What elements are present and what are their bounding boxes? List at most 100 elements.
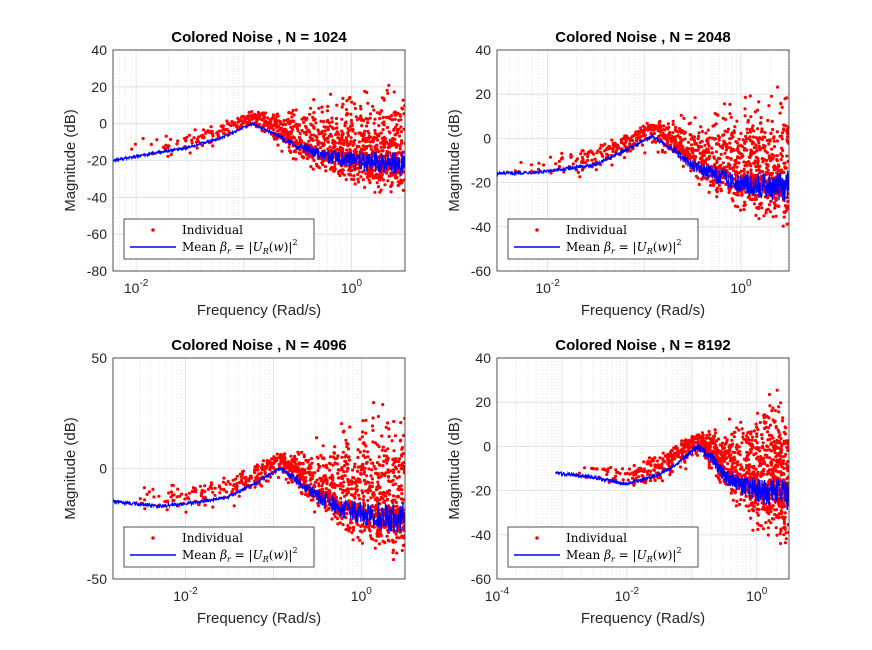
individual-point xyxy=(331,475,335,479)
individual-point xyxy=(192,136,196,140)
individual-point xyxy=(694,174,699,178)
individual-point xyxy=(256,468,260,472)
individual-point xyxy=(749,171,753,175)
individual-point xyxy=(377,175,381,179)
individual-point xyxy=(712,123,717,127)
individual-point xyxy=(627,467,632,471)
individual-point xyxy=(679,142,683,146)
individual-point xyxy=(379,109,383,113)
individual-point xyxy=(355,484,359,488)
legend-marker-individual xyxy=(151,228,155,232)
individual-point xyxy=(721,133,725,137)
individual-point xyxy=(685,150,689,154)
individual-point xyxy=(342,142,346,147)
individual-point xyxy=(379,534,383,538)
individual-point xyxy=(402,127,405,131)
individual-point xyxy=(353,106,357,111)
individual-point xyxy=(346,467,350,471)
individual-point xyxy=(388,145,392,149)
individual-point xyxy=(375,499,379,503)
individual-point xyxy=(680,452,685,456)
individual-point xyxy=(392,143,396,147)
individual-point xyxy=(361,134,365,138)
individual-point xyxy=(717,135,722,139)
individual-point xyxy=(394,508,398,512)
individual-point xyxy=(317,165,321,169)
individual-point xyxy=(273,117,278,121)
individual-point xyxy=(575,157,580,161)
individual-point xyxy=(362,449,366,453)
individual-point xyxy=(145,492,149,496)
individual-point xyxy=(658,456,662,460)
individual-point xyxy=(326,140,330,144)
individual-point xyxy=(701,433,705,437)
individual-point xyxy=(166,499,170,503)
individual-point xyxy=(360,124,364,128)
individual-point xyxy=(772,458,776,462)
individual-point xyxy=(697,134,701,138)
individual-point xyxy=(722,142,726,146)
individual-point xyxy=(780,137,784,141)
individual-point xyxy=(755,521,760,526)
individual-point xyxy=(340,105,344,109)
individual-point xyxy=(343,489,347,493)
individual-point xyxy=(287,122,292,126)
individual-point xyxy=(366,498,370,503)
individual-point xyxy=(253,115,257,119)
individual-point xyxy=(690,149,694,153)
individual-point xyxy=(349,479,353,483)
individual-point xyxy=(765,151,769,155)
individual-point xyxy=(392,419,396,424)
individual-point xyxy=(327,468,332,472)
individual-point xyxy=(659,125,663,129)
individual-point xyxy=(326,127,330,132)
individual-point xyxy=(388,174,392,178)
individual-point xyxy=(292,136,297,140)
individual-point xyxy=(749,164,753,168)
individual-point xyxy=(637,130,641,134)
individual-point xyxy=(307,129,311,133)
individual-point xyxy=(384,425,388,429)
y-axis-label: Magnitude (dB) xyxy=(446,109,463,212)
individual-point xyxy=(325,482,329,486)
individual-point xyxy=(198,484,202,488)
individual-point xyxy=(373,131,377,135)
mean-line xyxy=(113,121,405,177)
individual-point xyxy=(737,502,742,507)
individual-point xyxy=(280,459,284,463)
individual-point xyxy=(336,136,340,140)
individual-point xyxy=(226,122,230,126)
individual-point xyxy=(683,130,687,134)
individual-point xyxy=(344,438,348,442)
individual-point xyxy=(169,495,173,499)
individual-point xyxy=(605,152,609,156)
individual-point xyxy=(335,130,339,134)
individual-point xyxy=(768,448,772,452)
individual-point xyxy=(195,146,199,150)
individual-point xyxy=(333,445,337,449)
individual-point xyxy=(681,138,685,142)
individual-point xyxy=(712,155,716,159)
individual-point xyxy=(228,482,232,486)
individual-point xyxy=(762,426,767,431)
individual-point xyxy=(769,199,773,204)
individual-point xyxy=(302,117,307,121)
individual-point xyxy=(347,455,351,459)
x-axis-label: Frequency (Rad/s) xyxy=(581,302,705,319)
individual-point xyxy=(764,521,768,525)
individual-point xyxy=(743,95,748,99)
individual-point xyxy=(783,432,788,436)
individual-point xyxy=(364,431,368,435)
individual-point xyxy=(235,482,239,486)
individual-point xyxy=(357,478,361,482)
individual-point xyxy=(681,164,685,168)
individual-point xyxy=(755,435,759,439)
individual-point xyxy=(730,132,734,136)
x-tick-label: 10-2 xyxy=(124,278,149,296)
individual-point xyxy=(711,441,715,445)
individual-point xyxy=(648,127,652,131)
individual-point xyxy=(276,143,280,147)
individual-point xyxy=(384,141,388,145)
individual-point xyxy=(350,482,354,486)
